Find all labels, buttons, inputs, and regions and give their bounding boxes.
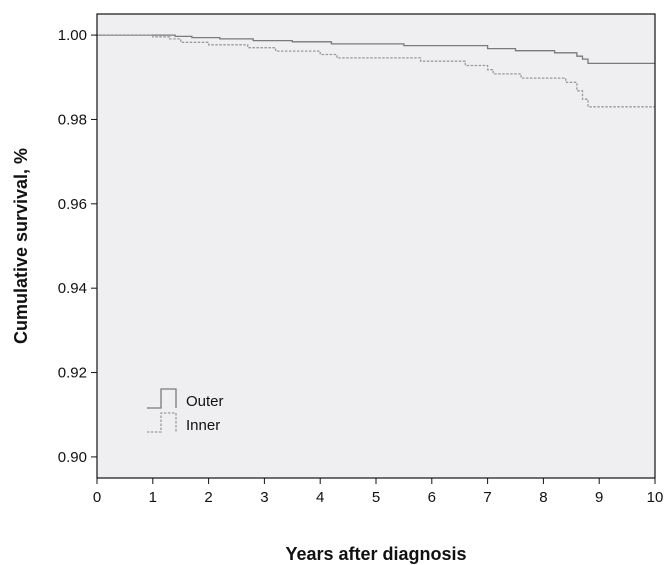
y-tick-label: 1.00 (58, 27, 87, 44)
legend-swatch-outer (147, 388, 177, 409)
x-tick-label: 2 (204, 489, 212, 506)
x-axis-title: Years after diagnosis (285, 544, 466, 564)
y-tick-label: 0.98 (58, 111, 87, 128)
ticks-layer: 0 1 2 3 4 5 6 7 8 9 10 0.90 0.92 0.94 0.96 0.98 1.00 (58, 27, 664, 506)
series-line-outer (97, 34, 655, 65)
x-tick-label: 7 (483, 489, 491, 506)
x-tick-label: 6 (428, 489, 436, 506)
y-tick-label: 0.96 (58, 196, 87, 213)
x-tick-label: 4 (316, 489, 324, 506)
x-tick-label: 0 (93, 489, 101, 506)
legend-label-inner: Inner (186, 417, 220, 434)
x-tick-label: 10 (647, 489, 664, 506)
x-tick-label: 9 (595, 489, 603, 506)
legend-swatch-inner (147, 412, 177, 433)
x-tick-label: 5 (372, 489, 380, 506)
legend: Outer Inner (147, 388, 224, 434)
y-tick-label: 0.92 (58, 365, 87, 382)
y-tick-label: 0.90 (58, 449, 87, 466)
plot-background (97, 14, 655, 478)
series-line-inner (97, 34, 655, 108)
y-axis-title: Cumulative survival, % (11, 148, 31, 344)
x-tick-label: 3 (260, 489, 268, 506)
x-tick-label: 8 (539, 489, 547, 506)
series-layer (97, 34, 655, 108)
legend-label-outer: Outer (186, 393, 224, 410)
x-tick-label: 1 (149, 489, 157, 506)
y-tick-label: 0.94 (58, 280, 87, 297)
